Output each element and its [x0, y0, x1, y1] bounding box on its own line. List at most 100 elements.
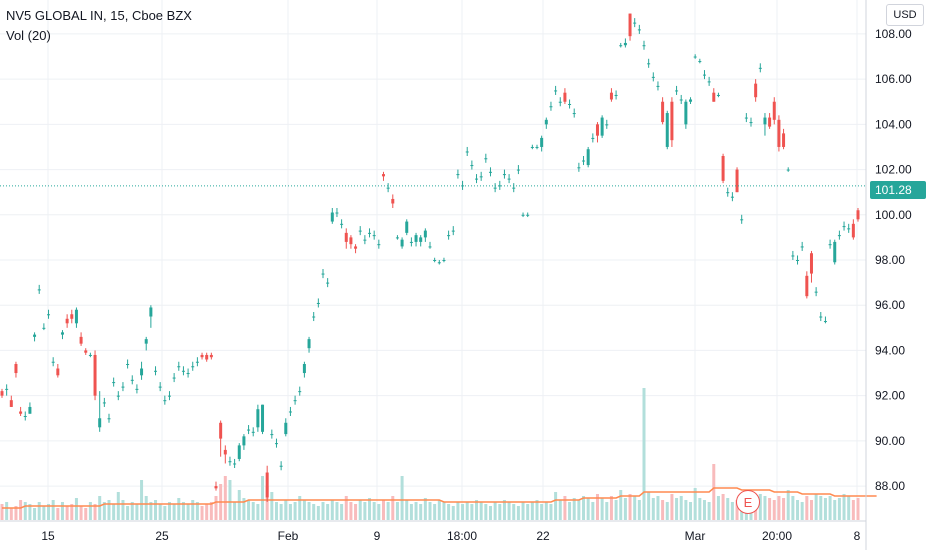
- candle-body: [809, 253, 813, 274]
- volume-bar: [777, 496, 781, 520]
- candle-body: [177, 366, 181, 368]
- candle-body: [526, 214, 530, 216]
- volume-bar: [707, 502, 711, 520]
- volume-bar: [428, 502, 432, 520]
- volume-bar: [698, 498, 702, 520]
- candle-body: [702, 74, 706, 76]
- earnings-marker[interactable]: E: [736, 490, 760, 514]
- candle-body: [154, 370, 158, 372]
- volume-bar: [191, 500, 195, 520]
- volume-bar: [535, 500, 539, 520]
- candle-body: [223, 449, 227, 455]
- candle-body: [312, 316, 316, 318]
- x-tick-label: 25: [155, 529, 169, 543]
- volume-bar: [437, 500, 441, 520]
- volume-bar: [828, 496, 832, 520]
- x-tick-label: 18:00: [447, 529, 477, 543]
- candle-body: [619, 45, 623, 47]
- candle-body: [558, 101, 562, 103]
- volume-indicator-label[interactable]: Vol (20): [6, 28, 51, 43]
- volume-bar: [665, 502, 669, 520]
- candle-body: [74, 309, 78, 324]
- volume-bar: [837, 498, 841, 520]
- candle-body: [433, 260, 437, 261]
- candle-body: [102, 402, 106, 404]
- volume-bar: [433, 504, 437, 520]
- last-price-label: 101.28: [870, 181, 926, 199]
- volume-bar: [758, 494, 762, 520]
- candle-body: [326, 282, 330, 284]
- candle-body: [535, 146, 539, 148]
- candle-body: [451, 230, 455, 232]
- candle-body: [335, 212, 339, 214]
- candle-body: [684, 101, 688, 125]
- candle-body: [93, 354, 97, 396]
- candle-body: [530, 146, 534, 148]
- x-tick-label: 15: [41, 529, 55, 543]
- candle-body: [70, 314, 74, 319]
- candle-body: [572, 113, 576, 115]
- volume-bar: [242, 498, 246, 520]
- candle-body: [242, 436, 246, 446]
- chart-legend: NV5 GLOBAL IN, 15, Cboe BZX Vol (20): [6, 6, 192, 46]
- candle-body: [828, 244, 832, 246]
- candle-body: [721, 156, 725, 181]
- volume-bar: [186, 504, 190, 520]
- volume-bar: [88, 502, 92, 520]
- candle-body: [484, 158, 488, 160]
- candle-body: [298, 391, 302, 393]
- candle-body: [381, 174, 385, 177]
- candle-body: [316, 302, 320, 304]
- volume-bar: [274, 502, 278, 520]
- volume-bar: [377, 504, 381, 520]
- candle-body: [354, 246, 358, 249]
- candle-body: [568, 104, 572, 105]
- volume-bar: [205, 504, 209, 520]
- candle-body: [140, 368, 144, 376]
- volume-bar: [851, 500, 855, 520]
- volume-bar: [661, 500, 665, 520]
- candle-body: [582, 160, 586, 162]
- volume-bar: [121, 500, 125, 520]
- volume-bar: [247, 500, 251, 520]
- candle-body: [512, 187, 516, 189]
- candle-body: [842, 226, 846, 228]
- candle-body: [814, 291, 818, 293]
- candle-body: [363, 239, 367, 241]
- candle-body: [5, 388, 9, 390]
- volume-bar: [586, 498, 590, 520]
- candle-body: [475, 178, 479, 180]
- volume-bar: [842, 494, 846, 520]
- volume-bar: [493, 502, 497, 520]
- volume-bar: [116, 492, 120, 520]
- volume-bar: [316, 506, 320, 520]
- candle-body: [395, 237, 399, 239]
- volume-bar: [79, 506, 83, 520]
- candle-body: [521, 214, 525, 216]
- volume-bar: [228, 480, 232, 520]
- volume-bar: [819, 496, 823, 520]
- candle-body: [837, 235, 841, 237]
- volume-bar: [558, 500, 562, 520]
- candle-body: [670, 101, 674, 141]
- candle-body: [428, 246, 432, 248]
- volume-bar: [809, 500, 813, 520]
- volume-bar: [395, 502, 399, 520]
- volume-bar: [167, 502, 171, 520]
- volume-bar: [47, 504, 51, 520]
- volume-bar: [223, 476, 227, 520]
- candle-body: [284, 422, 288, 435]
- symbol-line[interactable]: NV5 GLOBAL IN, 15, Cboe BZX: [6, 8, 192, 23]
- volume-bar: [605, 502, 609, 520]
- candle-body: [214, 486, 218, 489]
- volume-bar: [70, 504, 74, 520]
- candle-body: [493, 187, 497, 189]
- volume-bar: [326, 504, 330, 520]
- currency-button[interactable]: USD: [886, 4, 924, 26]
- candle-body: [186, 373, 190, 375]
- candle-body: [656, 85, 660, 87]
- y-tick-label: 92.00: [875, 389, 905, 403]
- candle-body: [307, 339, 311, 349]
